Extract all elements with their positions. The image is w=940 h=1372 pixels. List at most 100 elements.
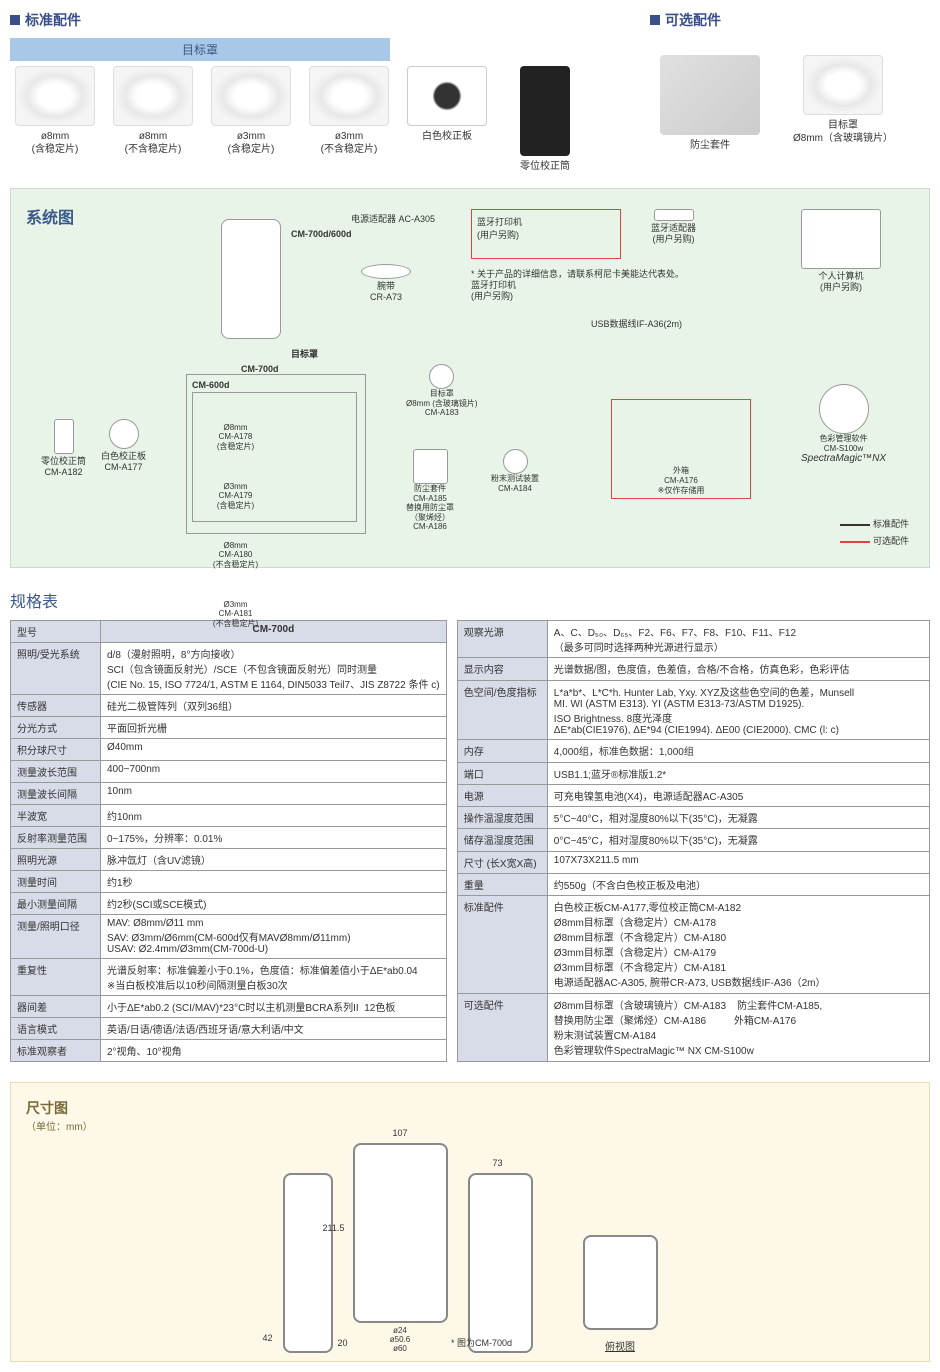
spec-label: 标准配件	[457, 896, 547, 994]
spec-label: 色空间/色度指标	[457, 680, 547, 740]
mask-icon	[223, 575, 248, 600]
device-top-icon	[583, 1235, 658, 1330]
table-row: 重复性光谱反射率：标准偏差小于0.1%，色度值：标准偏差值小于ΔE*ab0.04…	[11, 959, 447, 996]
table-row: 可选配件Ø8mm目标罩（含玻璃镜片）CM-A183 防尘套件CM-A185, 替…	[457, 994, 929, 1062]
spec-value: 约550g（不含白色校正板及电池）	[547, 873, 929, 895]
spec-label: 传感器	[11, 695, 101, 717]
table-row: 照明光源脉冲氙灯（含UV滤镜）	[11, 849, 447, 871]
spec-value: 英语/日语/德语/法语/西班牙语/意大利语/中文	[101, 1018, 447, 1040]
mask-glass-sys: 目标罩 Ø8mm (含玻璃镜片) CM-A183	[406, 364, 478, 418]
spec-label: 储存温湿度范围	[457, 829, 547, 851]
mask-icon	[211, 66, 291, 126]
spec-value: 10nm	[101, 783, 447, 805]
mask-item: Ø8mm CM-A178 (含稳定片)	[198, 398, 273, 452]
table-row: 重量约550g（不含白色校正板及电池）	[457, 873, 929, 895]
dim-title: 尺寸图	[26, 1100, 68, 1116]
spec-label: 型号	[11, 621, 101, 643]
standard-accessories: 标准配件 目标罩 ø8mm(含稳定片) ø8mm(不含稳定片) ø3mm(含稳定…	[10, 10, 630, 173]
target-mask-label: 目标罩	[10, 38, 390, 61]
mask-icon	[223, 457, 248, 482]
spec-label: 测量波长间隔	[11, 783, 101, 805]
acc-label: 防尘套件	[650, 139, 770, 152]
front-view: 107 211.5 20 ø24 ø50.6 ø60	[353, 1143, 448, 1353]
table-row: 测量/照明口径MAV: Ø8mm/Ø11 mm SAV: Ø3mm/Ø6mm(C…	[11, 915, 447, 959]
mask-item: Ø3mm CM-A181 (不含稳定片)	[198, 575, 273, 629]
acc-item: ø3mm(含稳定片)	[206, 66, 296, 173]
main-device: CM-700d/600d	[221, 219, 281, 341]
table-row: 测量波长间隔10nm	[11, 783, 447, 805]
spec-table-left: 型号CM-700d照明/受光系统d/8（漫射照明，8°方向接收） SCI（包含镜…	[10, 620, 447, 1062]
narrow-view: 73	[468, 1173, 533, 1353]
white-plate-icon	[109, 419, 139, 449]
spec-label: 重复性	[11, 959, 101, 996]
optional-acc-header: 可选配件	[650, 10, 930, 30]
table-row: 显示内容光谱数据/图，色度值，色差值，合格/不合格，仿真色彩，色彩评估	[457, 658, 929, 680]
bullet-square	[650, 15, 660, 25]
spec-label: 器间差	[11, 996, 101, 1018]
spec-label: 内存	[457, 740, 547, 762]
powder-icon	[503, 449, 528, 474]
spec-label: 显示内容	[457, 658, 547, 680]
mask-icon	[15, 66, 95, 126]
spec-value: 0~175%，分辨率：0.01%	[101, 827, 447, 849]
acc-label: ø8mm(不含稳定片)	[108, 130, 198, 156]
top-view-label: 俯视图	[583, 1338, 658, 1353]
mask-item: Ø8mm CM-A180 (不含稳定片)	[198, 516, 273, 570]
device-narrow-icon	[468, 1173, 533, 1353]
cm600d-label: CM-600d	[192, 380, 360, 390]
table-row: 储存温湿度范围0°C~45°C，相对湿度80%以下(35°C)，无凝露	[457, 829, 929, 851]
spec-value: Ø8mm目标罩（含玻璃镜片）CM-A183 防尘套件CM-A185, 替换用防尘…	[547, 994, 929, 1062]
dim-base-offset: 20	[338, 1338, 348, 1348]
table-row: 最小测量间隔约2秒(SCI或SCE模式)	[11, 893, 447, 915]
spec-value: A、C、D₅₀、D₆₅、F2、F6、F7、F8、F10、F11、F12 （最多可…	[547, 621, 929, 658]
acc-label: 目标罩Ø8mm（含玻璃镜片）	[778, 119, 908, 145]
spec-label: 观察光源	[457, 621, 547, 658]
table-row: 照明/受光系统d/8（漫射照明，8°方向接收） SCI（包含镜面反射光）/SCE…	[11, 643, 447, 695]
mask-glass-icon	[803, 55, 883, 115]
spec-value: 4,000组，标准色数据：1,000组	[547, 740, 929, 762]
dim-width: 107	[393, 1128, 408, 1138]
powder-test-sys: 粉末测试装置 CM-A184	[491, 449, 539, 493]
spec-table-right: 观察光源A、C、D₅₀、D₆₅、F2、F6、F7、F8、F10、F11、F12 …	[457, 620, 930, 1062]
dimensions-section: 尺寸图 （单位：mm） 42 107 211.5 20 ø24 ø50.6 ø6…	[10, 1082, 930, 1362]
dim-unit: （单位：mm）	[26, 1122, 93, 1133]
table-row: 色空间/色度指标L*a*b*、L*C*h. Hunter Lab, Yxy. X…	[457, 680, 929, 740]
table-row: 标准观察者2°视角、10°视角	[11, 1040, 447, 1062]
side-view: 42	[283, 1173, 333, 1353]
mask-icon	[309, 66, 389, 126]
aperture-labels: ø24 ø50.6 ø60	[353, 1326, 448, 1353]
spec-value: USB1.1;蓝牙®标准版1.2*	[547, 762, 929, 784]
spec-value: 脉冲氙灯（含UV滤镜）	[101, 849, 447, 871]
dim-height: 211.5	[323, 1223, 345, 1233]
bt-adapter: 蓝牙适配器 (用户另购)	[651, 209, 696, 245]
spec-label: 端口	[457, 762, 547, 784]
spec-value: 约2秒(SCI或SCE模式)	[101, 893, 447, 915]
spec-label: 积分球尺寸	[11, 739, 101, 761]
spec-label: 照明/受光系统	[11, 643, 101, 695]
system-diagram: 系统图 CM-700d/600d 电源适配器 AC-A305 腕带 CR-A73…	[10, 188, 930, 568]
device-side-icon	[283, 1173, 333, 1353]
acc-label: ø3mm(含稳定片)	[206, 130, 296, 156]
device-icon	[221, 219, 281, 339]
table-row: 测量波长范围400~700nm	[11, 761, 447, 783]
spec-label: 语言模式	[11, 1018, 101, 1040]
spec-value: 光谱数据/图，色度值，色差值，合格/不合格，仿真色彩，色彩评估	[547, 658, 929, 680]
spec-value: CM-700d	[101, 621, 447, 643]
acc-item: 目标罩Ø8mm（含玻璃镜片）	[778, 55, 908, 152]
standard-acc-grid: ø8mm(含稳定片) ø8mm(不含稳定片) ø3mm(含稳定片) ø3mm(不…	[10, 66, 630, 173]
spec-label: 半波宽	[11, 805, 101, 827]
spec-label: 测量时间	[11, 871, 101, 893]
spec-value: 约10nm	[101, 805, 447, 827]
white-plate-icon	[407, 66, 487, 126]
zero-tube-icon	[54, 419, 74, 454]
accessories-row: 标准配件 目标罩 ø8mm(含稳定片) ø8mm(不含稳定片) ø3mm(含稳定…	[10, 10, 930, 173]
acc-item: ø3mm(不含稳定片)	[304, 66, 394, 173]
target-mask-sys-label: 目标罩	[291, 349, 318, 360]
system-diagram-title: 系统图	[26, 204, 914, 228]
zero-tube-icon	[520, 66, 570, 156]
table-row: 观察光源A、C、D₅₀、D₆₅、F2、F6、F7、F8、F10、F11、F12 …	[457, 621, 929, 658]
spec-value: 光谱反射率：标准偏差小于0.1%，色度值：标准偏差值小于ΔE*ab0.04 ※当…	[101, 959, 447, 996]
spec-value: MAV: Ø8mm/Ø11 mm SAV: Ø3mm/Ø6mm(CM-600d仅…	[101, 915, 447, 959]
acc-label: 白色校正板	[402, 130, 492, 143]
spec-value: Ø40mm	[101, 739, 447, 761]
